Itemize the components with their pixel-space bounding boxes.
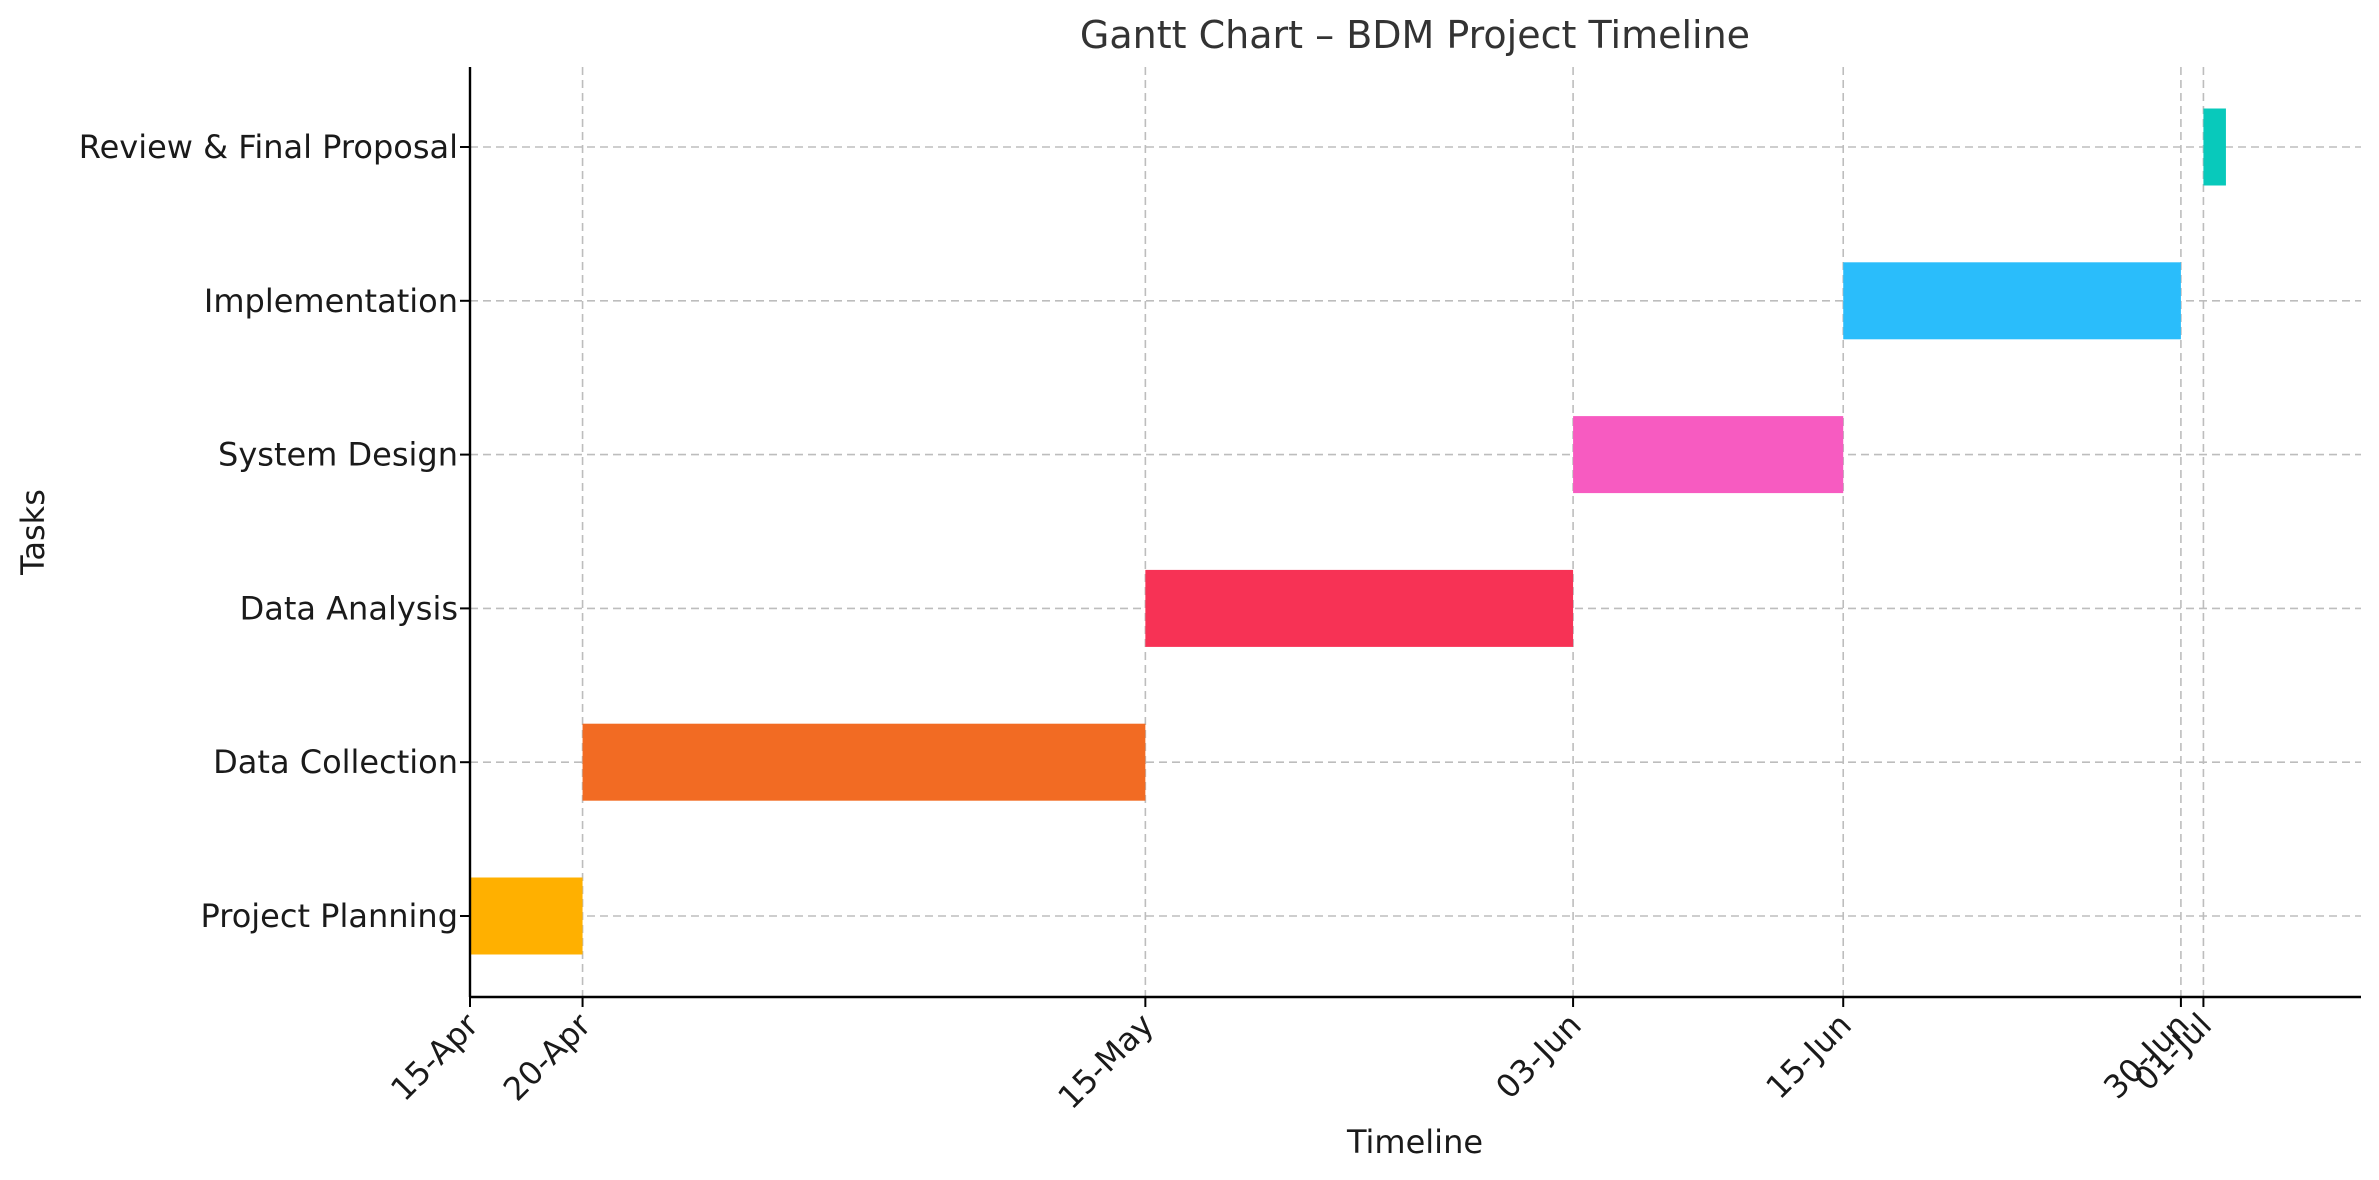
y-tick-label: Data Collection: [213, 743, 458, 781]
axes: [460, 67, 2361, 1007]
task-bar: [2203, 109, 2226, 186]
x-tick-label: 03-Jun: [1488, 1006, 1588, 1106]
x-tick-label: 15-May: [1050, 1006, 1161, 1117]
task-bar: [1145, 570, 1573, 647]
task-bar: [1843, 262, 2181, 339]
y-tick-label: Review & Final Proposal: [79, 128, 458, 166]
x-tick-labels: 15-Apr 20-Apr 15-May 03-Jun 15-Jun 30-Jun01-J…: [383, 1005, 2219, 1116]
y-tick-label: Data Analysis: [240, 589, 458, 627]
y-axis-label: Tasks: [14, 489, 52, 576]
task-bar: [583, 724, 1146, 801]
chart-title: Gantt Chart – BDM Project Timeline: [1080, 13, 1750, 57]
task-bar: [470, 878, 583, 955]
x-tick-label: 20-Apr: [496, 1005, 599, 1108]
y-tick-label: System Design: [218, 436, 458, 474]
task-bar: [1573, 416, 1843, 493]
x-tick-label: 15-Apr: [383, 1005, 486, 1108]
grid-lines: [470, 67, 2361, 997]
task-bars: [470, 109, 2226, 955]
x-axis-label: Timeline: [1346, 1123, 1483, 1161]
x-tick-label: 15-Jun: [1758, 1006, 1858, 1106]
y-tick-label: Implementation: [204, 282, 458, 320]
y-tick-labels: Project Planning Data Collection Data Anal…: [79, 128, 458, 935]
y-tick-label: Project Planning: [201, 897, 459, 935]
